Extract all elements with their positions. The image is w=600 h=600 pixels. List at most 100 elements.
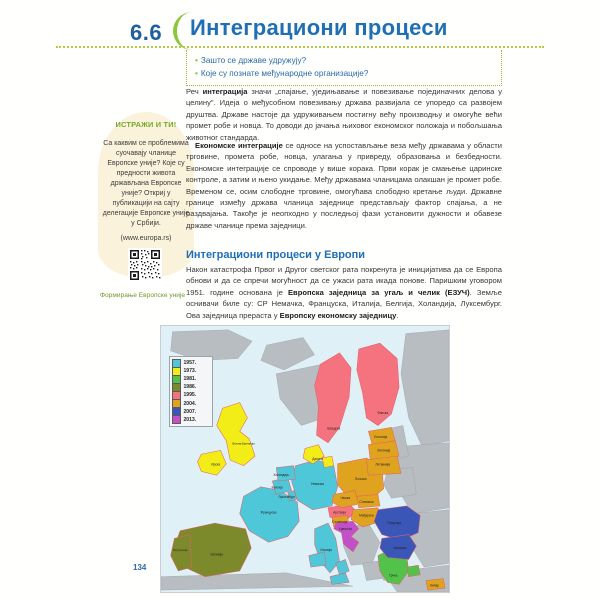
map-label-словачка: Словачка [359,500,373,504]
eu-enlargement-map: .b{stroke:#e2606a;stroke-width:.55;} .n{… [160,325,450,593]
country-sardinia [308,551,327,568]
country-france [239,486,300,543]
p1-keyword: интеграција [202,87,248,96]
map-label-словенија: Словенија [332,520,348,524]
country-lithuania [366,455,402,476]
country-italy-south [335,559,350,576]
country-sicily [329,572,350,585]
country-bulgaria [379,534,417,560]
legend-year-label: 1986. [183,384,197,391]
paragraph-europe-history: Након катастрофа Првог и Другог светског… [186,264,502,321]
map-label-бугарска: Бугарска [394,546,407,550]
explore-callout-title: ИСТРАЖИ И ТИ! [115,120,177,129]
country-slovakia [356,494,381,509]
country-hungary [350,507,383,528]
legend-year-label: 1995. [183,392,197,399]
country-united-kingdom [216,402,256,467]
country-croatia [333,520,360,553]
country-luxembourg [287,490,297,502]
country-germany [291,459,338,510]
paragraph-economic-integration: Економске интеграције се односе на успос… [186,140,502,231]
legend-year-label: 2007. [183,408,197,415]
page-number: 134 [133,563,147,572]
members-1995 [314,342,400,520]
map-label-велика британија: Велика Британија [232,442,255,446]
map-label-чешка: Чешка [341,496,351,500]
country-netherlands [275,465,296,482]
p3-e: . [396,310,399,320]
bullet-icon: • [195,68,198,78]
country-denmark [302,444,325,465]
legend-item: 2013. [172,415,210,425]
map-label-естонија: Естонија [374,435,387,439]
page-header: 6.6 Интеграциони процеси [118,12,518,50]
map-label-данска: Данска [312,457,323,461]
members-2013 [333,520,360,553]
section-number: 6.6 [130,20,163,45]
map-label-шпанија: Шпанија [211,553,224,557]
country-sweden [314,352,352,444]
bullet-icon: • [195,56,198,65]
map-label-летонија: Летонија [377,448,390,452]
map-label-белгија: Белгија [272,486,283,490]
country-finland [356,342,400,426]
members-1986 [170,522,252,577]
map-label-кипар: Кипар [430,583,439,587]
section-subheading: Интеграциони процеси у Европи [186,249,366,261]
map-label-шведска: Шведска [327,426,340,430]
country-ireland [197,450,227,476]
map-label-аустрија: Аустрија [333,511,346,515]
p3-term-ecsc: Европска заједница за угаљ и челик (ЕЗУЧ… [287,287,470,297]
members-1973 [197,402,335,476]
map-label-холандија: Холандија [273,473,288,477]
members-2007 [373,505,421,560]
paragraph-definition: Реч интеграција значи „спајање, уједињав… [186,86,502,143]
legend-year-label: 1981. [183,376,197,383]
legend-year-label: 1957. [183,360,197,367]
header-divider [56,46,544,48]
p1-lead: Реч [186,87,203,96]
legend-swatch [172,415,181,425]
p3-a: Након катастрофа Првог и Другог светског… [186,265,502,297]
country-greece-islands [406,564,421,577]
explore-callout-text: Са каквим се проблемима суочавају чланиц… [102,140,190,227]
country-denmark-island [321,455,335,468]
map-label-мађарска: Мађарска [359,513,374,517]
map-label-немачка: Немачка [311,482,324,486]
members-1957 [239,459,350,585]
map-legend: 1957. 1973. 1981. 1986. 1995. 2004. 2007. 2013. [169,356,213,427]
map-label-пољска: Пољска [355,477,367,481]
map-svg: .b{stroke:#e2606a;stroke-width:.55;} .n{… [161,326,449,592]
p2-rest: се односе на успостављање веза међу држа… [186,141,502,230]
country-czechia [331,490,360,509]
qr-code-icon[interactable] [128,248,162,282]
country-cyprus [425,578,446,591]
map-label-француска: Француска [261,511,277,515]
legend-year-label: 2004. [183,400,197,407]
green-bracket-decoration [173,12,199,50]
map-country-labels: Шведска Финска Естонија Летонија Литванија Да… [173,411,440,587]
explore-callout-url: (www.europa.rs) [120,235,172,242]
country-latvia [368,440,400,461]
legend-year-label: 1973. [183,368,197,375]
map-label-луксембург: Луксембург [278,495,296,499]
legend-year-label: 2013. [183,416,197,423]
page-title: Интеграциони процеси [190,15,448,40]
p2-keyword: Економске интеграције [195,141,283,150]
intro-questions-box: • Зашто се државе удружују? • Које су позн… [186,50,502,87]
map-label-португалија: Португалија [173,548,188,552]
p3-c: . Земље оснивачи биле су: СР Немачка, Фр… [186,287,502,320]
map-label-грчка: Грчка [389,574,397,578]
figure-caption: Формирање Европске уније [100,292,186,299]
question-item: • Зашто се државе удружују? [195,55,493,68]
question-text: Које су познате међународне организације… [200,68,369,78]
p3-term-eec: Европску економску заједницу [279,310,397,320]
map-label-литванија: Литванија [375,463,390,467]
map-label-ирска: Ирска [211,463,220,467]
map-label-румунија: Румунија [388,521,402,525]
map-label-италија: Италија [320,548,332,552]
question-text: Зашто се државе удружују? [200,56,307,65]
map-label-финска: Финска [377,411,388,415]
members-2004 [331,427,446,591]
